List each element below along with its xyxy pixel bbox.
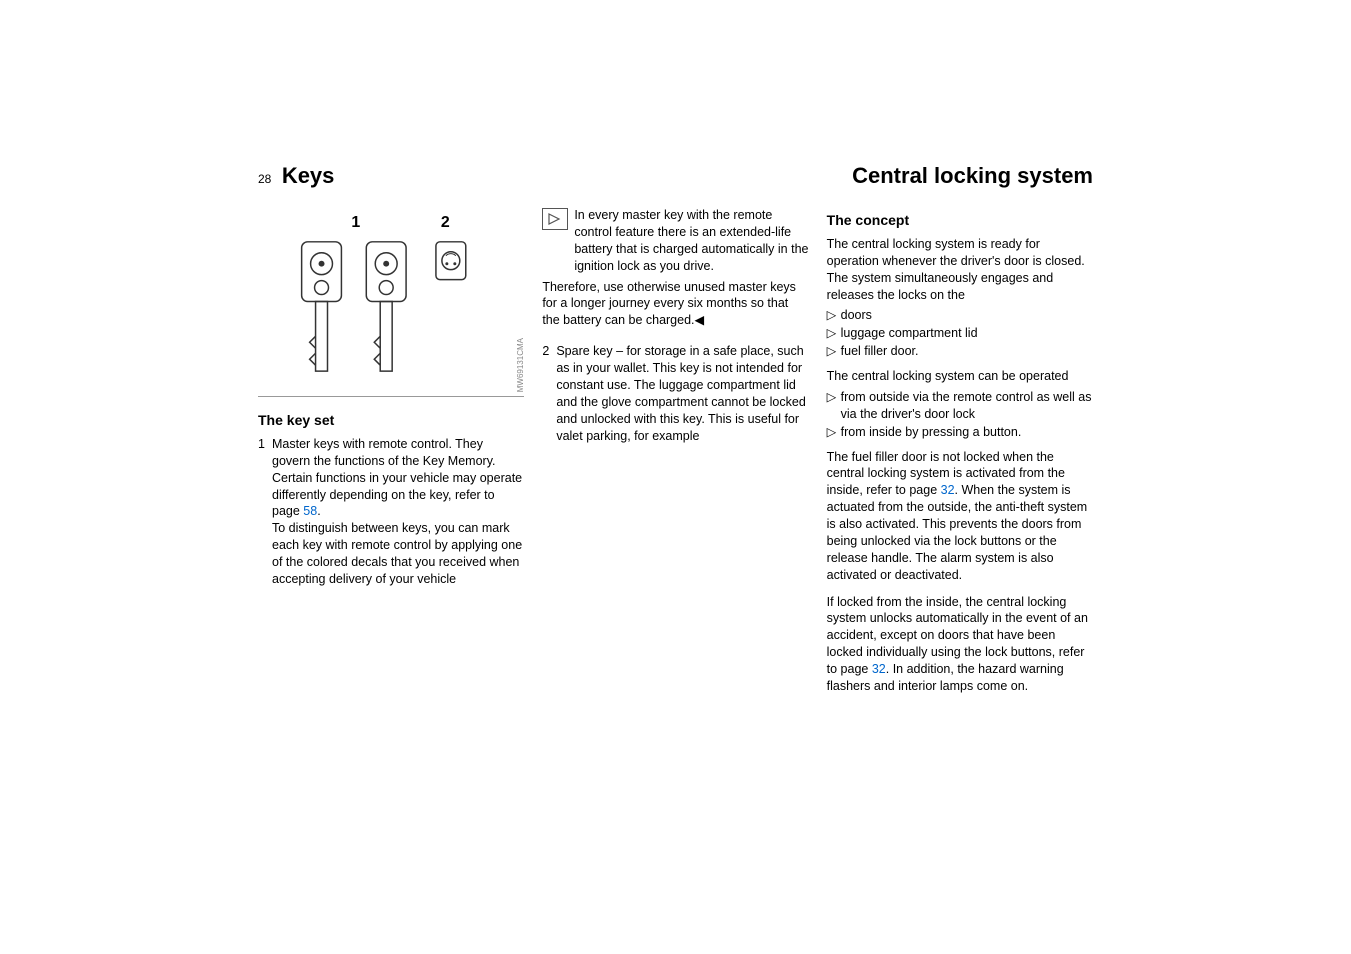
- item2-text: Spare key – for storage in a safe place,…: [556, 343, 808, 444]
- key-set-figure: 1 2: [258, 207, 524, 397]
- triangle-icon: ▷: [827, 325, 841, 342]
- info-note: In every master key with the remote cont…: [542, 207, 808, 275]
- header-left: 28 Keys: [258, 163, 334, 189]
- header-row: 28 Keys Central locking system: [258, 163, 1093, 189]
- content-columns: 1 2: [258, 207, 1093, 705]
- bullet-fuel: ▷ fuel filler door.: [827, 343, 1093, 360]
- p3-text-b: . When the system is actuated from the o…: [827, 483, 1088, 581]
- concept-p3: The fuel filler door is not locked when …: [827, 449, 1093, 584]
- page-link-32a[interactable]: 32: [941, 483, 955, 497]
- info-text-b-wrap: Therefore, use otherwise unused master k…: [542, 279, 808, 330]
- info-text-a: In every master key with the remote cont…: [574, 207, 808, 275]
- triangle-icon: ▷: [827, 424, 841, 441]
- concept-p1: The central locking system is ready for …: [827, 236, 1093, 304]
- end-mark: ◀: [695, 313, 705, 327]
- title-central-locking: Central locking system: [852, 163, 1093, 189]
- bullet-doors: ▷ doors: [827, 307, 1093, 324]
- key-label-1: 1: [351, 214, 360, 231]
- subhead-concept: The concept: [827, 211, 1093, 230]
- info-text-b: Therefore, use otherwise unused master k…: [542, 280, 796, 328]
- page-number: 28: [258, 172, 271, 186]
- bullet-luggage: ▷ luggage compartment lid: [827, 325, 1093, 342]
- bullet-inside: ▷ from inside by pressing a button.: [827, 424, 1093, 441]
- list-body-1: Master keys with remote control. They go…: [272, 436, 524, 588]
- list-number-2: 2: [542, 343, 556, 444]
- page-link-32b[interactable]: 32: [872, 662, 886, 676]
- list-item-1: 1 Master keys with remote control. They …: [258, 436, 524, 588]
- bullet-outside: ▷ from outside via the remote control as…: [827, 389, 1093, 423]
- manual-page: 28 Keys Central locking system 1 2: [258, 163, 1093, 705]
- title-keys: Keys: [282, 163, 335, 188]
- column-2: In every master key with the remote cont…: [542, 207, 808, 705]
- column-1: 1 2: [258, 207, 524, 705]
- bullet-outside-text: from outside via the remote control as w…: [841, 389, 1093, 423]
- key-label-2: 2: [441, 214, 450, 231]
- item1-text-c: To distinguish between keys, you can mar…: [272, 520, 524, 588]
- bullet-inside-text: from inside by pressing a button.: [841, 424, 1022, 441]
- triangle-icon: ▷: [827, 343, 841, 360]
- concept-p4: If locked from the inside, the central l…: [827, 594, 1093, 695]
- key-illustration: 1 2: [258, 207, 524, 396]
- list-number-1: 1: [258, 436, 272, 588]
- info-icon: [542, 208, 568, 230]
- triangle-icon: ▷: [827, 389, 841, 423]
- bullet-luggage-text: luggage compartment lid: [841, 325, 978, 342]
- page-link-58[interactable]: 58: [303, 504, 317, 518]
- item1-text-b: .: [317, 504, 320, 518]
- subhead-key-set: The key set: [258, 411, 524, 430]
- list-item-2: 2 Spare key – for storage in a safe plac…: [542, 343, 808, 444]
- column-3: The concept The central locking system i…: [827, 207, 1093, 705]
- bullet-doors-text: doors: [841, 307, 872, 324]
- bullet-fuel-text: fuel filler door.: [841, 343, 919, 360]
- triangle-icon: ▷: [827, 307, 841, 324]
- concept-p2: The central locking system can be operat…: [827, 368, 1093, 385]
- figure-code: MW69131CMA: [516, 338, 527, 392]
